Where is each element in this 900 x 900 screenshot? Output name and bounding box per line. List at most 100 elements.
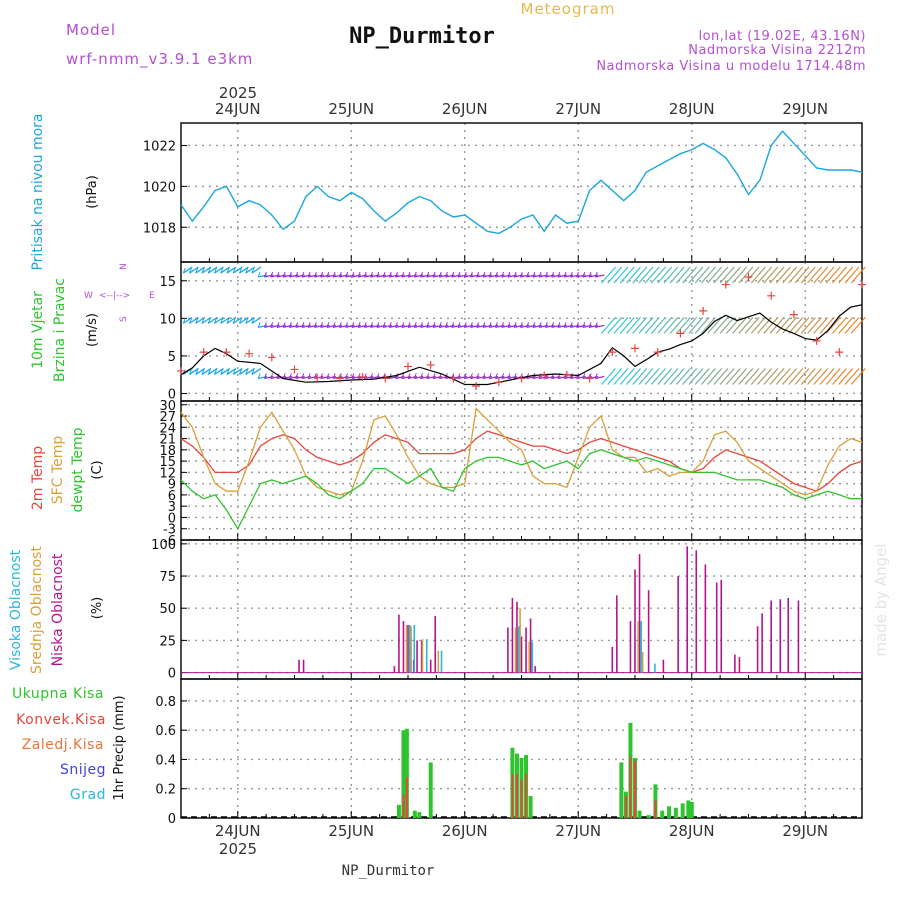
wind-barb-flag (251, 369, 255, 375)
wind-gust-marker (245, 349, 254, 358)
wind-barb (214, 316, 224, 324)
wind-barb-flag (301, 373, 305, 379)
wind-dir-e: E (149, 291, 155, 301)
wind-barb (182, 316, 193, 324)
wind-barb-flag (345, 373, 349, 379)
wind-barb-flag (507, 373, 511, 379)
wind-barb-flag (220, 318, 224, 324)
wind-barb-flag (388, 271, 392, 278)
wind-barb-flag (482, 271, 486, 278)
x-tick-label-bottom: 28JUN (669, 822, 715, 840)
wind-barb-flag (288, 373, 292, 379)
wind-barb-flag (195, 369, 199, 375)
plot-layer: 101810201022051015-6-3036912151821242730… (143, 100, 866, 840)
wind-barb (626, 266, 641, 284)
wind-barb (501, 324, 511, 329)
wind-barb (395, 324, 405, 329)
precip-conv-bar (511, 774, 514, 818)
wind-barb-flag (401, 373, 405, 379)
wind-barb (382, 274, 393, 278)
y-tick-label: 0.8 (155, 695, 176, 710)
wind-barb-flag (288, 271, 292, 278)
wind-barb-flag (469, 373, 473, 379)
wind-barb-flag (288, 322, 292, 328)
wind-barb (326, 324, 336, 329)
wind-barb-flag (332, 322, 336, 328)
precip-total-bar (673, 807, 678, 818)
wind-barb (819, 266, 835, 284)
wind-barb (713, 266, 729, 284)
wind-barb (489, 274, 499, 278)
wind-barb (464, 375, 474, 380)
wind-barb (301, 274, 312, 278)
cloud-high-title: Visoka Oblacnost (8, 549, 24, 670)
wind-gust-marker (404, 362, 412, 371)
precip-total-bar (660, 810, 665, 818)
wind-barb (757, 266, 773, 284)
wind-barb (520, 274, 530, 278)
wind-barb (626, 368, 641, 385)
y-tick-label: 18 (159, 444, 176, 459)
wind-barb-flag (182, 318, 186, 324)
wind-barb (769, 368, 785, 385)
wind-title-2: Brzina i Pravac (52, 278, 68, 382)
wind-barb (195, 367, 206, 376)
precip-total-bar (646, 815, 651, 818)
precip-total-bar (680, 803, 685, 818)
wind-barb (807, 368, 822, 385)
wind-barb-flag (357, 373, 361, 379)
wind-speed-line (180, 304, 863, 386)
y-tick-label: 0.4 (155, 753, 176, 768)
wind-barb-flag (245, 318, 249, 324)
y-tick-label: -3 (163, 523, 176, 538)
wind-barb-flag (444, 271, 448, 278)
wind-gust-marker (858, 280, 866, 289)
wind-barb-flag (401, 271, 405, 278)
wind-dir-w: W (84, 291, 93, 301)
model-label: Model (66, 21, 116, 39)
wind-gust-marker (789, 310, 798, 319)
wind-barb-flag (563, 271, 567, 278)
wind-barb-flag (451, 373, 455, 379)
wind-barb (545, 375, 555, 380)
wind-barb-flag (463, 271, 467, 278)
wind-barb (788, 368, 804, 385)
wind-barb-flag (557, 322, 561, 328)
precip-total-bar (619, 762, 624, 818)
wind-barb-flag (245, 369, 249, 375)
wind-barb (432, 274, 443, 278)
wind-barb (232, 367, 243, 376)
wind-gust-marker (699, 306, 708, 315)
wind-barb (226, 266, 237, 274)
x-tick-label-top: 29JUN (782, 100, 828, 118)
wind-barb-flag (220, 267, 224, 274)
wind-barb-flag (195, 267, 199, 274)
wind-barb-flag (257, 322, 261, 328)
elevation-label: Nadmorska Visina 2212m (688, 43, 866, 58)
wind-barb (651, 368, 666, 385)
wind-barb-flag (532, 322, 536, 328)
wind-barb (638, 316, 654, 334)
wind-barb (588, 324, 599, 329)
precip-total-bar (396, 804, 401, 818)
y-tick-label: 5 (168, 350, 176, 365)
x-tick-label-top: 25JUN (328, 100, 374, 118)
wind-barb-flag (338, 322, 342, 328)
wind-barb-flag (370, 373, 374, 379)
wind-barb (732, 368, 748, 385)
wind-barb (663, 316, 679, 334)
wind-barb (364, 274, 374, 278)
wind-barb-flag (245, 267, 249, 274)
wind-barb (264, 274, 274, 278)
wind-barb (782, 368, 798, 385)
wind-barb-flag (569, 271, 573, 278)
wind-gust-marker (222, 348, 231, 357)
wind-barb-flag (238, 267, 242, 274)
wind-barb-flag (526, 322, 530, 328)
wind-barb-flag (357, 322, 361, 328)
wind-barb (445, 274, 455, 278)
wind-barb (332, 274, 343, 278)
wind-barb-flag (214, 369, 217, 375)
wind-barb (376, 324, 386, 329)
wind-barb (819, 316, 835, 334)
